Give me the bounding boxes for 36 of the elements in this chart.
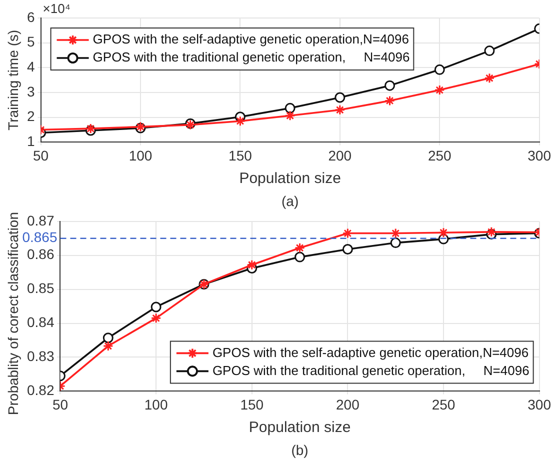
x-axis-title: Population size xyxy=(239,170,341,188)
y-tick-label: 0.85 xyxy=(27,280,54,296)
y-tick-label: 5 xyxy=(26,34,35,50)
legend-label: GPOS with the self-adaptive genetic operation,N=4096 xyxy=(212,344,529,360)
y-tick-label: 0.84 xyxy=(27,314,54,330)
text: ×10⁴ xyxy=(42,1,70,16)
y-axis-title: Training time (s) xyxy=(4,30,21,130)
ref-line-label: 0.865 xyxy=(22,229,58,246)
y-axis-title: Probablity of corect classification xyxy=(4,212,21,416)
y-tick-label: 0.87 xyxy=(27,212,54,228)
y-tick-label: 0.86 xyxy=(27,246,54,262)
y-tick-label: 0.83 xyxy=(27,348,54,364)
x-tick-label: 50 xyxy=(52,396,68,412)
legend-label: GPOS with the traditional genetic operation, N=4096 xyxy=(212,362,530,378)
x-tick-label: 300 xyxy=(528,396,552,412)
x-tick-label: 50 xyxy=(32,147,49,164)
text: (b) xyxy=(291,442,308,458)
text: (a) xyxy=(281,193,299,209)
y-tick-label: 6 xyxy=(26,8,35,25)
x-tick-label: 150 xyxy=(240,396,264,412)
y-tick-label: 4 xyxy=(26,58,35,75)
x-tick-label: 200 xyxy=(336,396,360,412)
y-tick-label: 2 xyxy=(26,108,35,124)
x-axis-title: Population size xyxy=(248,419,351,436)
x-tick-label: 200 xyxy=(328,147,352,164)
y-tick-label: 0.82 xyxy=(27,382,54,398)
x-tick-label: 150 xyxy=(228,147,252,164)
x-tick-label: 300 xyxy=(528,147,552,164)
x-tick-label: 250 xyxy=(432,396,456,412)
legend-label: GPOS with the self-adaptive genetic operation,N=4096 xyxy=(92,32,409,47)
legend-label: GPOS with the traditional genetic operation, N=4096 xyxy=(92,50,410,65)
x-tick-label: 100 xyxy=(128,147,152,164)
y-tick-label: 1 xyxy=(26,133,35,150)
x-tick-label: 250 xyxy=(428,147,452,164)
x-tick-label: 100 xyxy=(144,396,168,412)
y-tick-label: 3 xyxy=(26,83,35,100)
